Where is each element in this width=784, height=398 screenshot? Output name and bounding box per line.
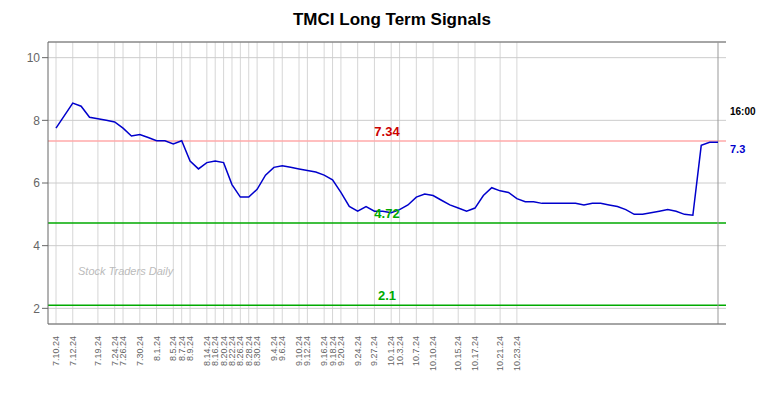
svg-text:9.12.24: 9.12.24 [302,336,312,366]
svg-text:10.15.24: 10.15.24 [453,336,463,371]
svg-text:8.5.24: 8.5.24 [168,336,179,361]
svg-text:7.26.24: 7.26.24 [118,336,128,366]
svg-text:9.20.24: 9.20.24 [336,336,346,366]
svg-text:8: 8 [33,114,40,128]
svg-text:8.7.24: 8.7.24 [176,336,187,361]
svg-text:8.26.24: 8.26.24 [235,336,246,366]
svg-text:9.18.24: 9.18.24 [327,336,338,366]
svg-text:8.20.24: 8.20.24 [218,336,229,366]
svg-text:8.16.24: 8.16.24 [210,336,221,366]
html-text:TMCI Long Term Signals: TMCI Long Term Signals [293,10,491,29]
svg-text:Stock Traders Daily: Stock Traders Daily [78,265,175,277]
svg-text:7.10.24: 7.10.24 [51,336,61,366]
svg-text:9.16.24: 9.16.24 [319,336,330,366]
svg-text:7.3: 7.3 [730,143,745,155]
svg-text:7.19.24: 7.19.24 [93,336,103,366]
svg-text:6: 6 [33,176,40,190]
svg-text:7.12.24: 7.12.24 [68,336,78,366]
svg-text:10.3.24: 10.3.24 [395,336,405,366]
svg-text:8.28.24: 8.28.24 [243,336,254,366]
svg-text:9.27.24: 9.27.24 [369,336,379,366]
svg-text:4.72: 4.72 [374,206,399,221]
svg-text:2: 2 [33,302,40,316]
svg-text:9.10.24: 9.10.24 [294,336,304,366]
svg-text:10.1.24: 10.1.24 [386,336,397,366]
svg-text:16:00: 16:00 [730,106,756,117]
svg-text:10.17.24: 10.17.24 [470,336,480,371]
svg-text:9.24.24: 9.24.24 [353,336,363,366]
svg-text:9.4.24: 9.4.24 [268,336,279,361]
svg-text:8.1.24: 8.1.24 [152,336,162,361]
svg-text:2.1: 2.1 [378,288,396,303]
svg-text:9.6.24: 9.6.24 [277,336,287,361]
svg-text:10.10.24: 10.10.24 [428,336,438,371]
svg-text:7.24.24: 7.24.24 [109,336,120,366]
svg-text:8.9.24: 8.9.24 [185,336,195,361]
svg-text:8.22.24: 8.22.24 [227,336,237,366]
svg-text:10.7.24: 10.7.24 [411,336,421,366]
svg-text:7.30.24: 7.30.24 [135,336,145,366]
svg-text:7.34: 7.34 [374,124,400,139]
svg-text:8.30.24: 8.30.24 [252,336,262,366]
svg-text:10.23.24: 10.23.24 [512,336,522,371]
svg-text:8.14.24: 8.14.24 [201,336,212,366]
svg-text:10.21.24: 10.21.24 [495,336,505,371]
svg-text:10: 10 [27,51,41,65]
svg-text:4: 4 [33,239,40,253]
